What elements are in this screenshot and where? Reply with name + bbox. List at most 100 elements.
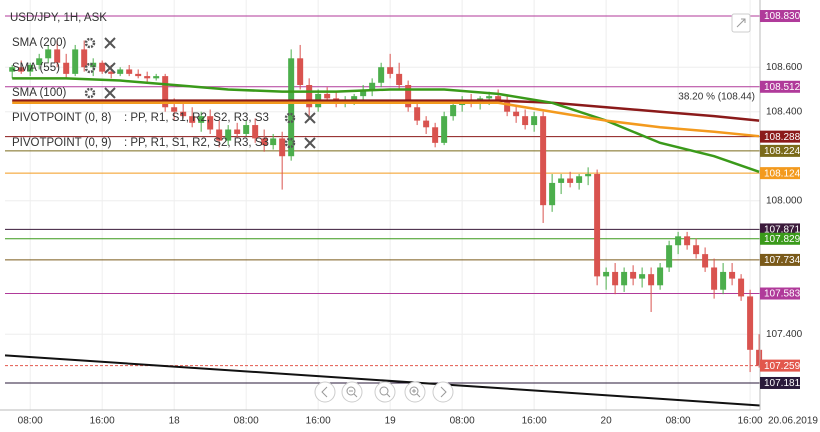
candle-body	[81, 49, 88, 68]
price-tag-label: 108.224	[764, 146, 801, 157]
candle-body	[747, 296, 754, 350]
candle-body	[693, 245, 700, 255]
price-tag-label: 108.830	[764, 11, 801, 22]
zoom-reset[interactable]	[374, 381, 396, 403]
candle-body	[702, 254, 709, 268]
candle-body	[63, 62, 70, 74]
legend: USD/JPY, 1H, ASK SMA (200) SMA (55) SMA (1…	[10, 12, 316, 149]
pivot-levels: : PP, R1, S1, R2, S2, R3, S3	[124, 137, 269, 149]
candle-body	[621, 271, 628, 286]
candle-body	[9, 67, 16, 72]
price-tag	[760, 130, 800, 143]
candle-body	[171, 107, 178, 112]
candle-body	[648, 274, 655, 286]
zoom-out[interactable]	[341, 381, 363, 403]
settings-icon[interactable]	[84, 62, 96, 74]
candle-body	[306, 85, 313, 108]
candle-body	[549, 182, 556, 206]
candle-body	[99, 62, 106, 72]
candle-body	[603, 271, 610, 277]
candle-body	[360, 89, 367, 97]
candle-body	[756, 349, 763, 366]
settings-icon[interactable]	[84, 37, 96, 49]
candle-body	[72, 49, 79, 74]
settings-icon[interactable]	[84, 87, 96, 99]
candle-body	[378, 67, 385, 83]
candle-body	[495, 96, 502, 101]
price-tag-label: 107.829	[764, 234, 801, 245]
remove-icon[interactable]	[304, 112, 316, 124]
legend-entry: SMA (100)	[12, 87, 66, 99]
x-tick-label: 19	[385, 416, 397, 427]
candle-body	[198, 116, 205, 123]
candle-body	[153, 76, 160, 79]
candle-body	[90, 62, 97, 68]
candle-body	[720, 271, 727, 290]
expand-icon	[736, 18, 746, 28]
nav-buttons	[314, 381, 454, 403]
candle-body	[135, 73, 142, 77]
candle-body	[558, 178, 565, 183]
candle-body	[117, 69, 124, 74]
y-tick-label: 108.000	[766, 195, 803, 206]
expand-button[interactable]	[731, 13, 751, 33]
y-tick-label: 108.400	[766, 106, 803, 117]
candle-body	[639, 274, 646, 279]
candle-body	[351, 96, 358, 101]
price-tag-label: 107.734	[764, 255, 801, 266]
nav-left[interactable]	[314, 381, 336, 403]
price-tag	[760, 167, 800, 180]
candle-body	[54, 49, 61, 63]
candle-body	[576, 176, 583, 183]
candle-body	[675, 236, 682, 246]
trendline	[4, 354, 761, 407]
candle-body	[414, 107, 421, 121]
candle-body	[387, 67, 394, 74]
candle-body	[45, 49, 52, 59]
price-tag	[760, 232, 800, 245]
price-tag-label: 107.259	[764, 361, 801, 372]
candle-body	[486, 96, 493, 99]
candle-body	[531, 116, 538, 126]
candle-body	[522, 116, 529, 126]
price-tag	[760, 10, 800, 23]
candle-body	[288, 58, 295, 157]
x-tick-label: 08:00	[666, 416, 691, 427]
remove-icon[interactable]	[304, 137, 316, 149]
remove-icon[interactable]	[104, 87, 116, 99]
cursor-date: 20.06.2019	[768, 416, 818, 427]
candle-body	[27, 64, 34, 72]
zoom-in[interactable]	[404, 381, 426, 403]
candle-body	[252, 125, 259, 139]
legend-entry: SMA (200)	[12, 37, 66, 49]
candle-body	[261, 138, 268, 146]
price-tag	[760, 144, 800, 157]
x-tick-label: 16:00	[738, 416, 763, 427]
candle-body	[729, 271, 736, 279]
plot	[4, 15, 763, 407]
settings-icon[interactable]	[284, 112, 296, 124]
candle-body	[243, 125, 250, 134]
remove-icon[interactable]	[104, 37, 116, 49]
x-tick-label: 16:00	[90, 416, 115, 427]
candle-body	[189, 116, 196, 123]
candle-body	[594, 174, 601, 277]
candle-body	[450, 105, 457, 117]
settings-icon[interactable]	[284, 137, 296, 149]
x-tick-label: 08:00	[234, 416, 259, 427]
nav-right[interactable]	[432, 381, 454, 403]
legend-entry: SMA (55)	[12, 62, 60, 74]
y-tick-label: 108.600	[766, 62, 803, 73]
candle-body	[18, 67, 25, 72]
pivot-name: PIVOTPOINT (0, 9)	[12, 137, 112, 149]
candle-body	[369, 82, 376, 90]
remove-icon[interactable]	[104, 62, 116, 74]
candle-body	[279, 138, 286, 157]
ma-line	[12, 101, 760, 138]
price-tag-label: 108.512	[764, 82, 801, 93]
x-tick-label: 08:00	[18, 416, 43, 427]
pivot-levels: : PP, R1, S1, R2, S2, R3, S3	[124, 112, 269, 124]
x-tick-label: 08:00	[450, 416, 475, 427]
